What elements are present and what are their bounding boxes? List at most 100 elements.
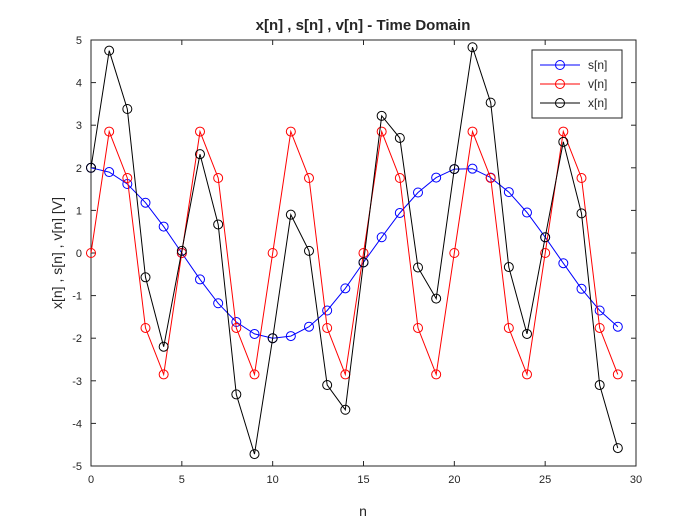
data-point-sn xyxy=(558,258,569,269)
data-point-xn xyxy=(122,104,133,115)
data-point-vn xyxy=(104,126,115,137)
legend: s[n] v[n] x[n] xyxy=(531,49,623,119)
x-tick-label: 10 xyxy=(267,474,279,486)
y-tick-label: 4 xyxy=(76,78,82,90)
data-point-vn xyxy=(522,369,532,380)
y-tick-label: -2 xyxy=(72,333,82,345)
data-point-xn xyxy=(176,245,187,256)
data-point-vn xyxy=(304,173,314,184)
data-point-xn xyxy=(576,208,587,219)
data-point-sn xyxy=(195,274,205,285)
data-point-xn xyxy=(540,232,551,243)
data-point-vn xyxy=(503,322,514,333)
y-tick-label: -1 xyxy=(72,291,82,303)
data-point-vn xyxy=(213,173,224,184)
data-point-vn xyxy=(322,322,333,333)
data-point-vn xyxy=(122,173,133,184)
data-point-xn xyxy=(612,443,623,454)
data-point-sn xyxy=(104,167,115,178)
data-point-xn xyxy=(267,333,278,344)
data-point-vn xyxy=(376,126,387,137)
data-point-vn xyxy=(413,322,423,333)
data-point-xn xyxy=(322,380,333,391)
x-tick-label: 30 xyxy=(630,474,642,486)
chart-title: x[n] , s[n] , v[n] - Time Domain xyxy=(256,17,471,34)
data-point-vn xyxy=(594,322,605,333)
data-point-vn xyxy=(485,173,496,184)
data-point-xn xyxy=(213,219,224,230)
data-point-xn xyxy=(340,404,351,415)
y-tick-label: 5 xyxy=(76,35,82,47)
data-point-vn xyxy=(576,173,587,184)
y-tick-label: 0 xyxy=(76,248,82,260)
y-tick-label: 1 xyxy=(76,205,82,217)
data-point-sn xyxy=(594,305,605,316)
series-line-sn xyxy=(90,167,619,339)
x-tick-label: 25 xyxy=(539,474,551,486)
data-point-xn xyxy=(467,42,478,53)
data-point-vn xyxy=(86,248,96,258)
data-point-sn xyxy=(249,328,260,339)
legend-marker-xn xyxy=(555,98,565,108)
data-point-sn xyxy=(340,283,351,294)
data-point-sn xyxy=(158,221,169,232)
data-point-sn xyxy=(522,207,532,218)
legend-label-xn: x[n] xyxy=(588,96,607,110)
x-tick-label: 0 xyxy=(88,474,94,486)
data-point-xn xyxy=(485,97,496,108)
data-point-xn xyxy=(285,209,296,220)
y-axis-label: x[n] , s[n] , v[n] [V] xyxy=(49,197,65,309)
data-point-xn xyxy=(394,132,405,143)
data-point-xn xyxy=(503,262,514,273)
data-point-vn xyxy=(195,126,205,137)
data-point-vn xyxy=(558,126,569,137)
y-tick-label: -4 xyxy=(72,418,82,430)
series-line-vn xyxy=(90,129,619,377)
data-point-xn xyxy=(158,341,169,352)
data-point-sn xyxy=(503,187,514,198)
y-tick-label: 2 xyxy=(76,163,82,175)
y-tick-label: -3 xyxy=(72,376,82,388)
data-point-vn xyxy=(612,369,623,380)
x-axis-label: n xyxy=(359,503,367,519)
data-point-sn xyxy=(431,172,442,183)
data-point-vn xyxy=(431,369,442,380)
x-tick-label: 20 xyxy=(448,474,460,486)
series-line-xn xyxy=(90,47,619,455)
data-point-xn xyxy=(558,136,569,147)
data-point-vn xyxy=(249,369,260,380)
x-tick-label: 15 xyxy=(357,474,369,486)
data-point-xn xyxy=(594,380,605,391)
data-point-sn xyxy=(140,197,151,208)
data-point-vn xyxy=(449,248,460,258)
legend-label-vn: v[n] xyxy=(588,77,607,91)
data-point-sn xyxy=(413,187,423,198)
y-tick-label: -5 xyxy=(72,461,82,473)
data-point-xn xyxy=(86,162,96,173)
data-point-xn xyxy=(376,110,387,121)
data-point-vn xyxy=(140,322,151,333)
data-point-xn xyxy=(104,45,115,56)
data-point-sn xyxy=(213,298,224,309)
x-tick-label: 5 xyxy=(179,474,185,486)
data-point-xn xyxy=(195,149,205,160)
data-point-sn xyxy=(304,321,314,332)
data-point-vn xyxy=(285,126,296,137)
data-point-xn xyxy=(449,164,460,175)
data-point-xn xyxy=(413,262,423,273)
data-point-xn xyxy=(431,293,442,304)
data-point-vn xyxy=(231,322,242,333)
legend-label-sn: s[n] xyxy=(588,58,607,72)
data-point-sn xyxy=(576,283,587,294)
data-point-xn xyxy=(231,389,242,400)
legend-marker-sn xyxy=(555,60,565,70)
data-point-xn xyxy=(249,449,260,460)
data-point-sn xyxy=(612,321,623,332)
data-point-vn xyxy=(158,369,169,380)
data-point-vn xyxy=(467,126,478,137)
y-tick-label: 3 xyxy=(76,120,82,132)
data-point-vn xyxy=(394,173,405,184)
data-point-sn xyxy=(285,331,296,342)
data-point-xn xyxy=(304,245,314,256)
